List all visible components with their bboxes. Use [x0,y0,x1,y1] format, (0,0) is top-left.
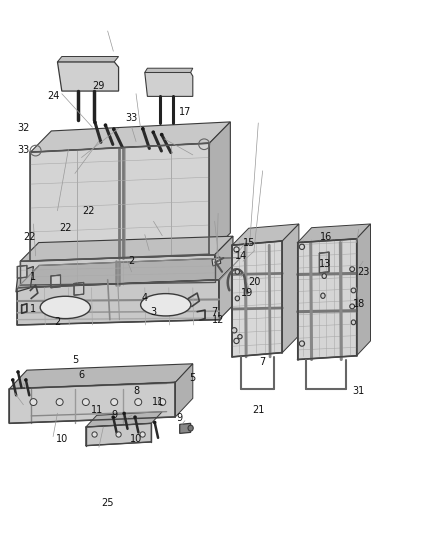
Text: 12: 12 [212,314,224,325]
Ellipse shape [135,399,142,406]
Text: 3: 3 [150,306,156,317]
Polygon shape [20,236,233,261]
Ellipse shape [321,293,325,298]
Polygon shape [10,382,175,423]
Ellipse shape [188,425,193,431]
Ellipse shape [350,304,355,309]
Polygon shape [30,248,215,261]
Text: 18: 18 [353,298,365,309]
Polygon shape [319,252,329,273]
Polygon shape [175,364,193,417]
Polygon shape [10,364,193,389]
Text: 19: 19 [241,288,254,298]
Text: 33: 33 [126,112,138,123]
Text: 24: 24 [47,91,59,101]
Polygon shape [20,255,215,285]
Ellipse shape [140,432,145,437]
Ellipse shape [141,294,191,316]
Text: 15: 15 [244,238,256,247]
Ellipse shape [238,335,242,339]
Polygon shape [16,266,33,292]
Text: 1: 1 [30,272,36,282]
Text: 5: 5 [190,373,196,383]
Text: 25: 25 [102,498,114,508]
Text: 9: 9 [177,413,183,423]
Polygon shape [57,56,119,62]
Text: 7: 7 [212,306,218,317]
Text: 23: 23 [357,267,369,277]
Polygon shape [74,282,84,295]
Ellipse shape [232,328,237,333]
Ellipse shape [111,399,118,406]
Text: 32: 32 [17,123,30,133]
Ellipse shape [82,399,89,406]
Ellipse shape [351,320,356,325]
Polygon shape [215,236,233,282]
Ellipse shape [40,296,90,319]
Polygon shape [297,224,371,243]
Text: 9: 9 [111,410,117,421]
Polygon shape [232,224,299,245]
Text: 22: 22 [82,206,94,216]
Polygon shape [57,62,119,91]
Text: 10: 10 [130,434,142,445]
Ellipse shape [350,266,355,271]
Ellipse shape [116,432,121,437]
Text: 33: 33 [17,144,29,155]
Ellipse shape [235,296,240,301]
Text: 21: 21 [252,405,265,415]
Polygon shape [30,143,209,261]
Ellipse shape [56,399,63,406]
Polygon shape [30,122,230,152]
Text: 4: 4 [142,293,148,303]
Text: 16: 16 [320,232,332,243]
Polygon shape [145,72,193,96]
Text: 2: 2 [128,256,135,266]
Text: 5: 5 [72,354,78,365]
Text: 13: 13 [318,259,331,269]
Text: 22: 22 [59,223,71,233]
Ellipse shape [322,273,326,278]
Polygon shape [86,411,162,427]
Polygon shape [232,241,283,357]
Polygon shape [297,239,357,360]
Ellipse shape [159,399,166,406]
Text: 29: 29 [93,81,105,91]
Text: 22: 22 [23,232,35,243]
Text: 11: 11 [152,397,164,407]
Text: 2: 2 [54,317,60,327]
Text: 17: 17 [179,107,191,117]
Polygon shape [145,68,193,72]
Polygon shape [219,257,241,320]
Polygon shape [17,257,241,288]
Ellipse shape [92,432,97,437]
Polygon shape [86,423,151,446]
Polygon shape [357,224,371,356]
Text: 11: 11 [91,405,103,415]
Text: 8: 8 [133,386,139,397]
Ellipse shape [235,269,240,274]
Text: 1: 1 [30,304,36,314]
Polygon shape [212,257,221,266]
Text: 14: 14 [235,251,247,261]
Polygon shape [180,423,191,433]
Text: 6: 6 [78,370,85,381]
Text: 31: 31 [353,386,365,397]
Polygon shape [209,122,230,254]
Ellipse shape [351,288,356,293]
Text: 10: 10 [56,434,68,445]
Polygon shape [51,275,60,288]
Ellipse shape [30,399,37,406]
Polygon shape [283,224,299,353]
Text: 20: 20 [249,278,261,287]
Polygon shape [17,265,27,278]
Text: 7: 7 [260,357,266,367]
Polygon shape [17,280,219,325]
